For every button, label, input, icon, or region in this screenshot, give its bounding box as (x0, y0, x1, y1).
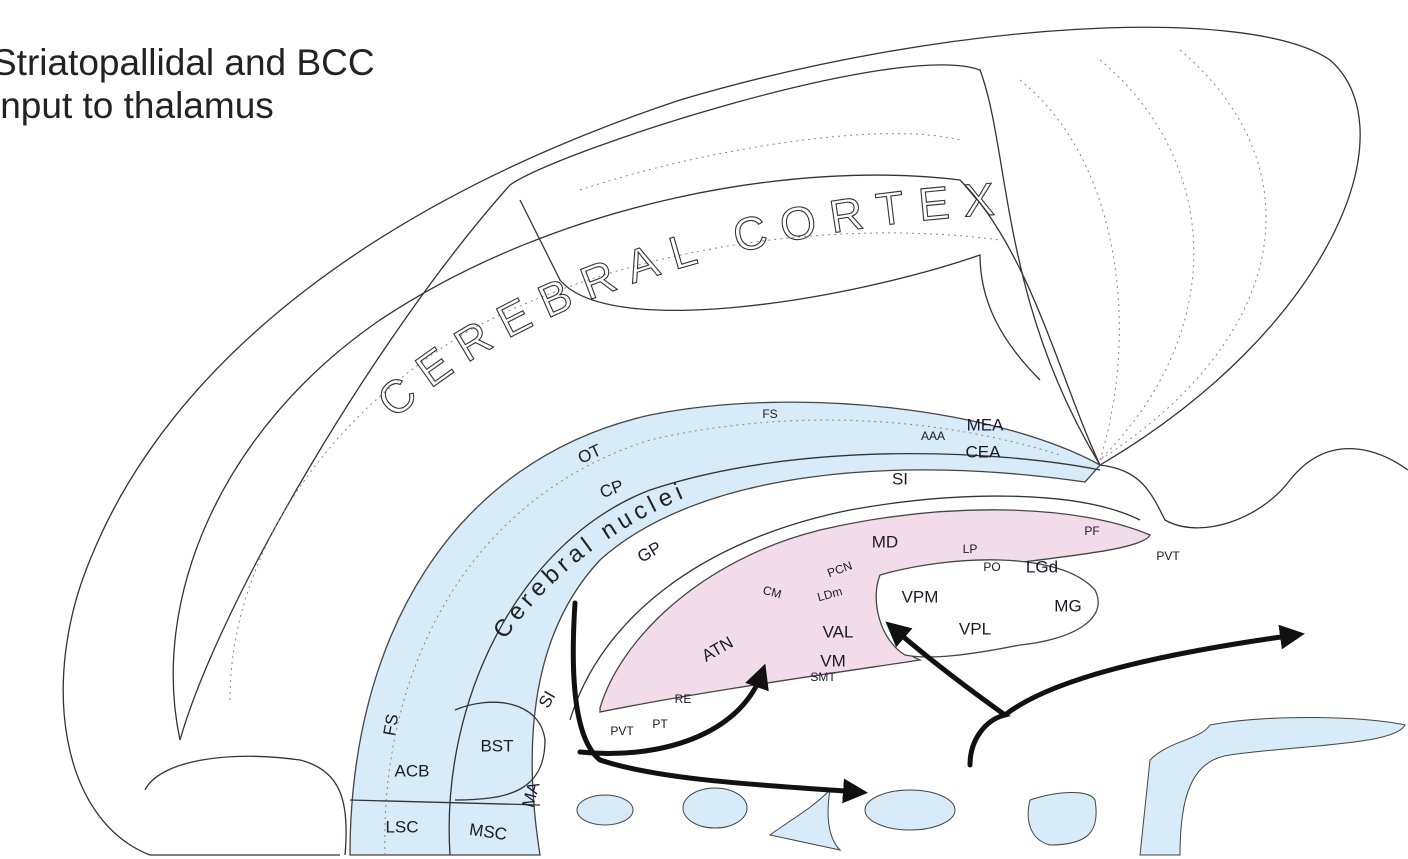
ventral-structure (770, 790, 840, 850)
ventral-structure (683, 788, 747, 828)
dotted-layer (1020, 80, 1119, 460)
label: LSC (385, 817, 418, 836)
label: PVT (610, 724, 634, 738)
label: LGd (1026, 557, 1058, 576)
ventral-structure (1140, 718, 1405, 856)
region-name: CEREBRAL CORTEX (367, 172, 1010, 427)
label: PVT (1156, 549, 1180, 563)
label: GP (634, 538, 665, 567)
label: SMT (810, 670, 836, 684)
label: ACB (395, 761, 430, 780)
label: VPL (959, 619, 991, 638)
ventral-structure (865, 790, 955, 830)
label: VAL (823, 622, 854, 641)
label: BST (480, 736, 513, 755)
label: MD (872, 532, 898, 551)
label: PO (983, 560, 1000, 574)
label: RE (675, 692, 692, 706)
label: AAA (921, 429, 945, 443)
label: FS (380, 712, 402, 737)
label: SI (892, 469, 908, 488)
label: VM (820, 651, 846, 670)
ventral-structure (577, 795, 633, 825)
title: input to thalamus (0, 85, 274, 126)
label: LP (963, 542, 978, 556)
title: Striatopallidal and BCC (0, 42, 375, 83)
arrow (1005, 635, 1295, 715)
dotted-layer (1100, 50, 1266, 460)
region-name: CEREBRAL CORTEX (367, 172, 1010, 427)
label: PF (1084, 524, 1099, 538)
label: VPM (902, 587, 939, 606)
lower-cortex (145, 756, 346, 855)
label: CEA (966, 442, 1002, 461)
label: FS (762, 407, 777, 421)
diagram: Striatopallidal and BCC input to thalamu… (0, 0, 1408, 859)
label: MEA (967, 415, 1005, 434)
ventral-structure (1028, 793, 1096, 846)
label: MG (1054, 596, 1081, 615)
label: PT (652, 717, 668, 731)
